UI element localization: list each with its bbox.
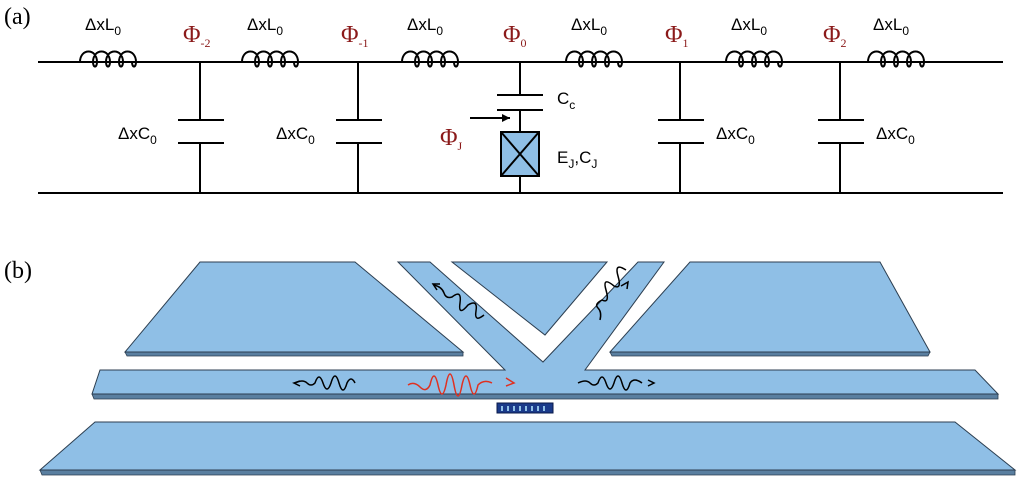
- inductor: [242, 52, 307, 67]
- capacitor-label-base: ΔxC: [716, 124, 748, 143]
- node-label-sub: -2: [201, 36, 211, 50]
- node-label-sub: 2: [841, 36, 847, 50]
- node-label: Φ-2: [183, 22, 211, 50]
- node-label: Φ1: [665, 22, 689, 50]
- capacitor-label: ΔxC0: [118, 124, 157, 147]
- device: [40, 262, 1015, 475]
- panel-label: (a): [4, 4, 31, 30]
- junction-label-sub: J: [591, 157, 597, 171]
- inductor-label-sub: 0: [600, 24, 607, 38]
- junction-label-base: ,C: [574, 148, 591, 167]
- node-label-sub: 0: [521, 36, 527, 50]
- inductor-label-sub: 0: [276, 24, 283, 38]
- inductor: [402, 52, 467, 67]
- capacitor-label-sub: 0: [308, 133, 315, 147]
- panel-label: (b): [4, 258, 32, 284]
- coupling-label-sub: c: [569, 98, 575, 112]
- junction-flux-label-sub: J: [458, 139, 463, 153]
- junction-flux-label-base: Φ: [440, 125, 458, 151]
- capacitor-label-sub: 0: [150, 133, 157, 147]
- figure: (a) (b) ΔxL0ΔxL0ΔxL0ΔxL0ΔxL0ΔxL0Φ-2Φ-1Φ0…: [0, 0, 1021, 480]
- inductor-label-sub: 0: [902, 24, 909, 38]
- inductor-label-base: ΔxL: [85, 15, 114, 34]
- capacitor-label-base: ΔxC: [276, 124, 308, 143]
- inductor-label: ΔxL0: [407, 15, 443, 38]
- inductor: [726, 52, 791, 67]
- inductor-label-sub: 0: [760, 24, 767, 38]
- node-label-sub: 1: [683, 36, 689, 50]
- inductor-label-base: ΔxL: [407, 15, 436, 34]
- capacitor-label: ΔxC0: [276, 124, 315, 147]
- node-label: Φ0: [503, 22, 527, 50]
- inductor-label: ΔxL0: [247, 15, 283, 38]
- inductor-label-base: ΔxL: [731, 15, 760, 34]
- junction-label-base: E: [557, 148, 568, 167]
- capacitor-label: ΔxC0: [876, 124, 915, 147]
- inductor: [566, 52, 631, 67]
- capacitor-label-sub: 0: [908, 133, 915, 147]
- node-label-base: Φ: [183, 22, 201, 48]
- node-label-sub: -1: [359, 36, 369, 50]
- circuit: [38, 52, 1003, 194]
- node-label: Φ-1: [341, 22, 369, 50]
- node-label-base: Φ: [823, 22, 841, 48]
- inductor-label-sub: 0: [436, 24, 443, 38]
- inductor-label: ΔxL0: [873, 15, 909, 38]
- node-label: Φ2: [823, 22, 847, 50]
- inductor-label-sub: 0: [114, 24, 121, 38]
- inductor-label-base: ΔxL: [873, 15, 902, 34]
- junction-flux-label: ΦJ: [440, 125, 463, 153]
- coupling-label: Cc: [557, 89, 575, 112]
- inductor-label-base: ΔxL: [571, 15, 600, 34]
- inductor: [868, 52, 933, 67]
- capacitor-label-base: ΔxC: [118, 124, 150, 143]
- inductor: [80, 52, 145, 67]
- node-label-base: Φ: [341, 22, 359, 48]
- inductor-label: ΔxL0: [571, 15, 607, 38]
- capacitor-label: ΔxC0: [716, 124, 755, 147]
- inductor-label: ΔxL0: [85, 15, 121, 38]
- inductor-label-base: ΔxL: [247, 15, 276, 34]
- node-label-base: Φ: [503, 22, 521, 48]
- node-label-base: Φ: [665, 22, 683, 48]
- capacitor-label-base: ΔxC: [876, 124, 908, 143]
- junction-label: EJ,CJ: [557, 148, 597, 171]
- coupling-label-base: C: [557, 89, 569, 108]
- inductor-label: ΔxL0: [731, 15, 767, 38]
- capacitor-label-sub: 0: [748, 133, 755, 147]
